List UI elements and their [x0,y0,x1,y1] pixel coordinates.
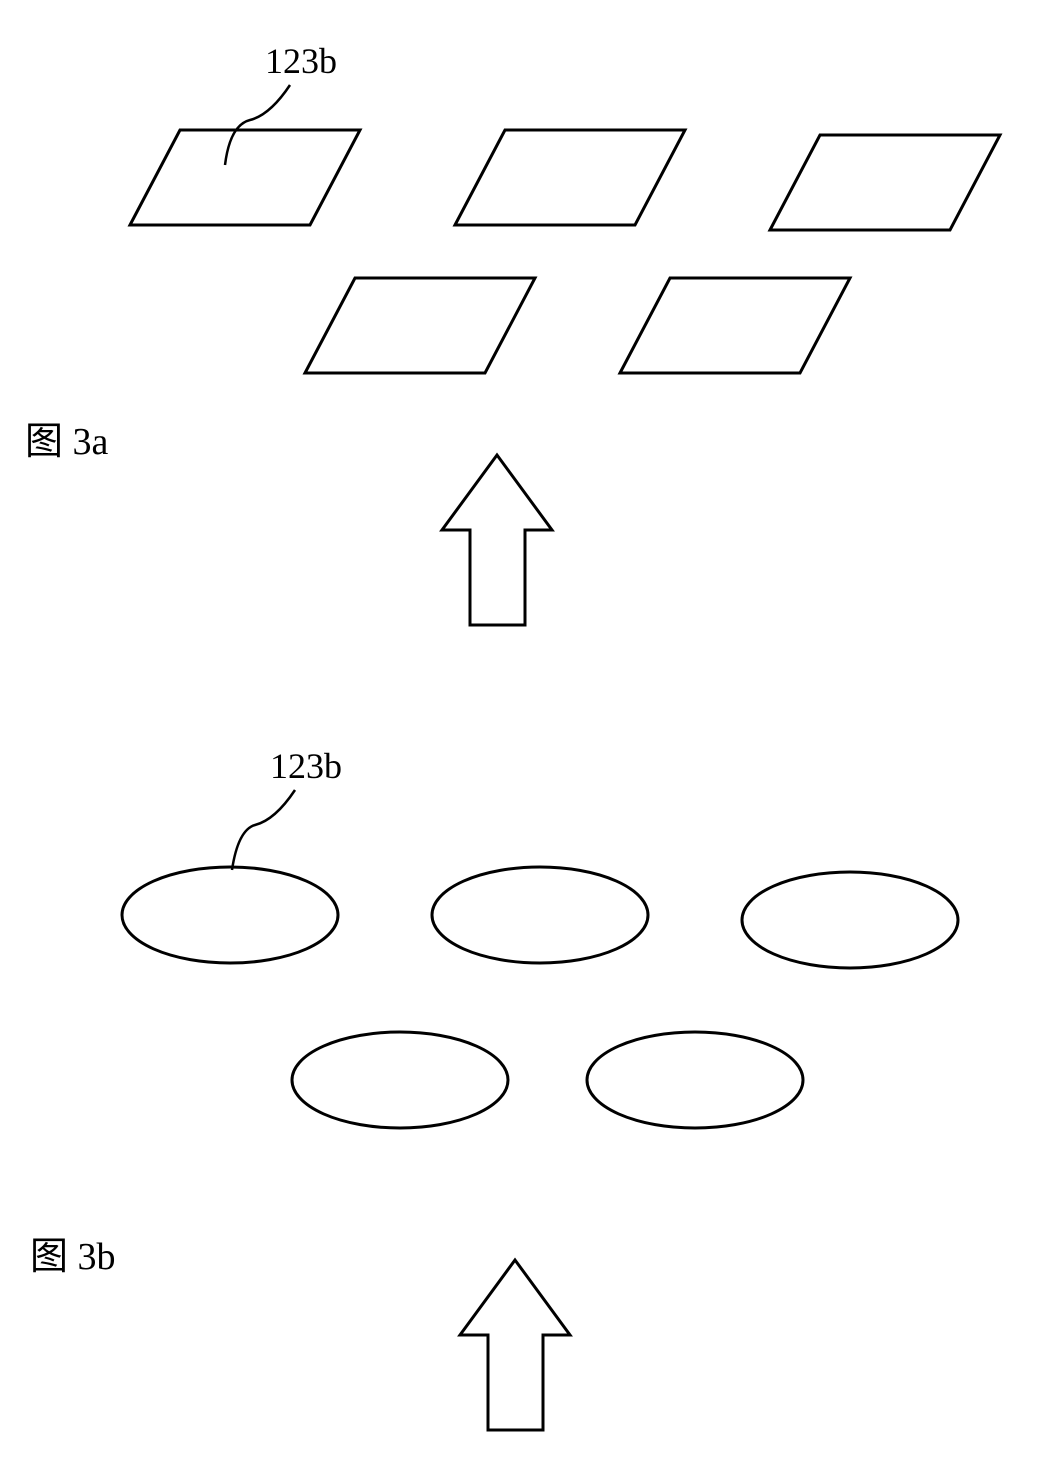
ellipse-b5 [587,1032,803,1128]
figure-a-shapes [130,130,1000,373]
ellipse-b2 [432,867,648,963]
parallelogram-a2 [455,130,685,225]
callout-line-b [232,790,295,870]
callout-label-a: 123b [265,40,337,82]
figure-b-shapes [122,867,958,1128]
callout-label-b: 123b [270,745,342,787]
figure-label-b: 图 3b [30,1225,116,1280]
diagram-svg [0,0,1059,1465]
parallelogram-a5 [620,278,850,373]
parallelogram-a3 [770,135,1000,230]
parallelogram-a4 [305,278,535,373]
figure-label-a: 图 3a [25,410,108,465]
ellipse-b3 [742,872,958,968]
arrow-b [460,1260,570,1430]
diagram-container: 123b 图 3a 123b 图 3b [0,0,1059,1465]
ellipse-b1 [122,867,338,963]
parallelogram-a1 [130,130,360,225]
ellipse-b4 [292,1032,508,1128]
arrow-a [442,455,552,625]
callout-line-a [225,85,290,165]
